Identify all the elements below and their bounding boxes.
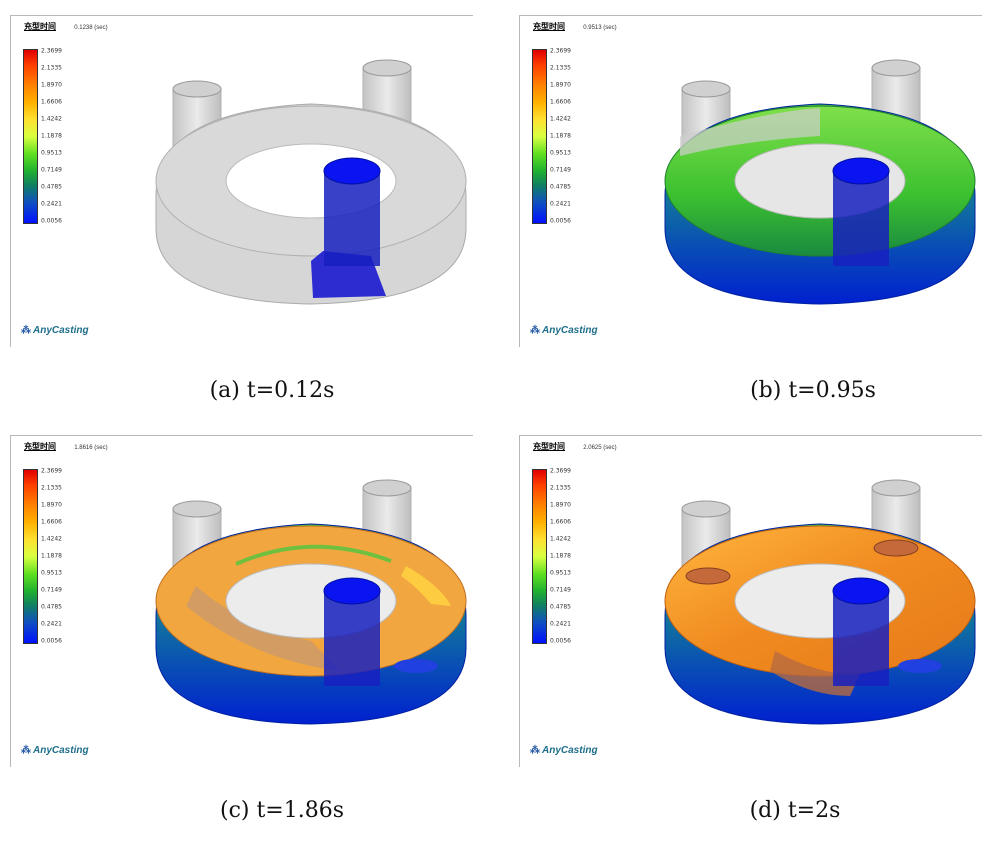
panel-d: 充型时间 2.0625 (sec) 2.3699 2.1335 1.8970 1… [519,435,982,767]
legend-tick: 0.7149 [550,166,571,174]
legend-tick: 1.8970 [41,501,62,509]
color-legend: 2.3699 2.1335 1.8970 1.6606 1.4242 1.187… [532,467,592,649]
fill-time-header: 充型时间 2.0625 (sec) [533,441,617,452]
logo-icon: ⁂ [21,325,31,336]
casting-scene [155,59,467,305]
logo-text: AnyCasting [33,745,89,756]
legend-tick: 1.4242 [41,535,62,543]
legend-tick: 2.1335 [41,64,62,72]
fill-time-label: 充型时间 [24,442,56,451]
legend-tick: 1.1878 [41,552,62,560]
logo-icon: ⁂ [530,325,540,336]
legend-tick: 1.6606 [41,98,62,106]
legend-tick: 0.2421 [550,200,571,208]
legend-tick: 2.1335 [550,484,571,492]
color-legend: 2.3699 2.1335 1.8970 1.6606 1.4242 1.187… [23,47,83,229]
fill-time-header: 充型时间 0.9513 (sec) [533,21,617,32]
fill-time-header: 充型时间 0.1238 (sec) [24,21,108,32]
legend-tick: 1.6606 [550,98,571,106]
legend-tick: 1.6606 [550,518,571,526]
color-legend: 2.3699 2.1335 1.8970 1.6606 1.4242 1.187… [23,467,83,649]
legend-tick: 2.1335 [41,484,62,492]
casting-scene [664,59,976,305]
legend-tick: 1.4242 [41,115,62,123]
legend-tick: 0.9513 [550,149,571,157]
anycasting-logo: ⁂ AnyCasting [530,745,598,756]
fill-time-value: 1.8616 (sec) [74,445,108,451]
legend-color-bar [23,469,38,644]
caption-b: (b) t=0.95s [750,378,876,403]
anycasting-logo: ⁂ AnyCasting [530,325,598,336]
anycasting-logo: ⁂ AnyCasting [21,745,89,756]
legend-tick: 0.4785 [41,603,62,611]
panel-a: 充型时间 0.1238 (sec) 2.3699 2.1335 1.8970 1… [10,15,473,347]
legend-tick: 0.2421 [41,620,62,628]
legend-tick: 1.8970 [550,501,571,509]
legend-tick: 1.1878 [550,132,571,140]
legend-tick: 0.9513 [41,149,62,157]
legend-tick: 1.4242 [550,535,571,543]
casting-scene [664,479,976,725]
legend-tick: 1.8970 [41,81,62,89]
fill-time-value: 0.1238 (sec) [74,25,108,31]
panel-c: 充型时间 1.8616 (sec) 2.3699 2.1335 1.8970 1… [10,435,473,767]
legend-tick: 0.7149 [41,166,62,174]
legend-tick: 0.4785 [41,183,62,191]
anycasting-logo: ⁂ AnyCasting [21,325,89,336]
logo-icon: ⁂ [21,745,31,756]
fill-time-header: 充型时间 1.8616 (sec) [24,441,108,452]
logo-text: AnyCasting [33,325,89,336]
legend-tick: 1.6606 [41,518,62,526]
logo-icon: ⁂ [530,745,540,756]
legend-tick: 0.0056 [41,637,62,645]
legend-tick: 0.9513 [41,569,62,577]
fill-time-value: 0.9513 (sec) [583,25,617,31]
panel-b: 充型时间 0.9513 (sec) 2.3699 2.1335 1.8970 1… [519,15,982,347]
legend-tick: 2.1335 [550,64,571,72]
legend-tick: 0.7149 [550,586,571,594]
legend-tick: 0.0056 [550,217,571,225]
legend-tick: 0.0056 [550,637,571,645]
color-legend: 2.3699 2.1335 1.8970 1.6606 1.4242 1.187… [532,47,592,229]
legend-tick: 1.8970 [550,81,571,89]
legend-tick: 2.3699 [41,47,62,55]
legend-tick: 0.9513 [550,569,571,577]
caption-c: (c) t=1.86s [219,798,345,823]
legend-color-bar [23,49,38,224]
logo-text: AnyCasting [542,745,598,756]
legend-tick: 1.4242 [550,115,571,123]
fill-time-label: 充型时间 [24,22,56,31]
legend-tick: 0.7149 [41,586,62,594]
legend-tick: 2.3699 [550,47,571,55]
legend-tick: 0.4785 [550,183,571,191]
caption-d: (d) t=2s [749,798,841,823]
caption-a: (a) t=0.12s [209,378,335,403]
legend-color-bar [532,49,547,224]
legend-tick: 1.1878 [41,132,62,140]
legend-color-bar [532,469,547,644]
legend-tick: 0.2421 [41,200,62,208]
legend-tick: 0.0056 [41,217,62,225]
legend-tick: 2.3699 [41,467,62,475]
fill-time-value: 2.0625 (sec) [583,445,617,451]
legend-tick: 0.4785 [550,603,571,611]
fill-time-label: 充型时间 [533,442,565,451]
logo-text: AnyCasting [542,325,598,336]
legend-tick: 1.1878 [550,552,571,560]
legend-tick: 0.2421 [550,620,571,628]
legend-tick: 2.3699 [550,467,571,475]
casting-scene [155,479,467,725]
fill-time-label: 充型时间 [533,22,565,31]
